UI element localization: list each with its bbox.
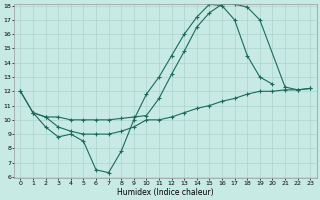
X-axis label: Humidex (Indice chaleur): Humidex (Indice chaleur): [117, 188, 214, 197]
